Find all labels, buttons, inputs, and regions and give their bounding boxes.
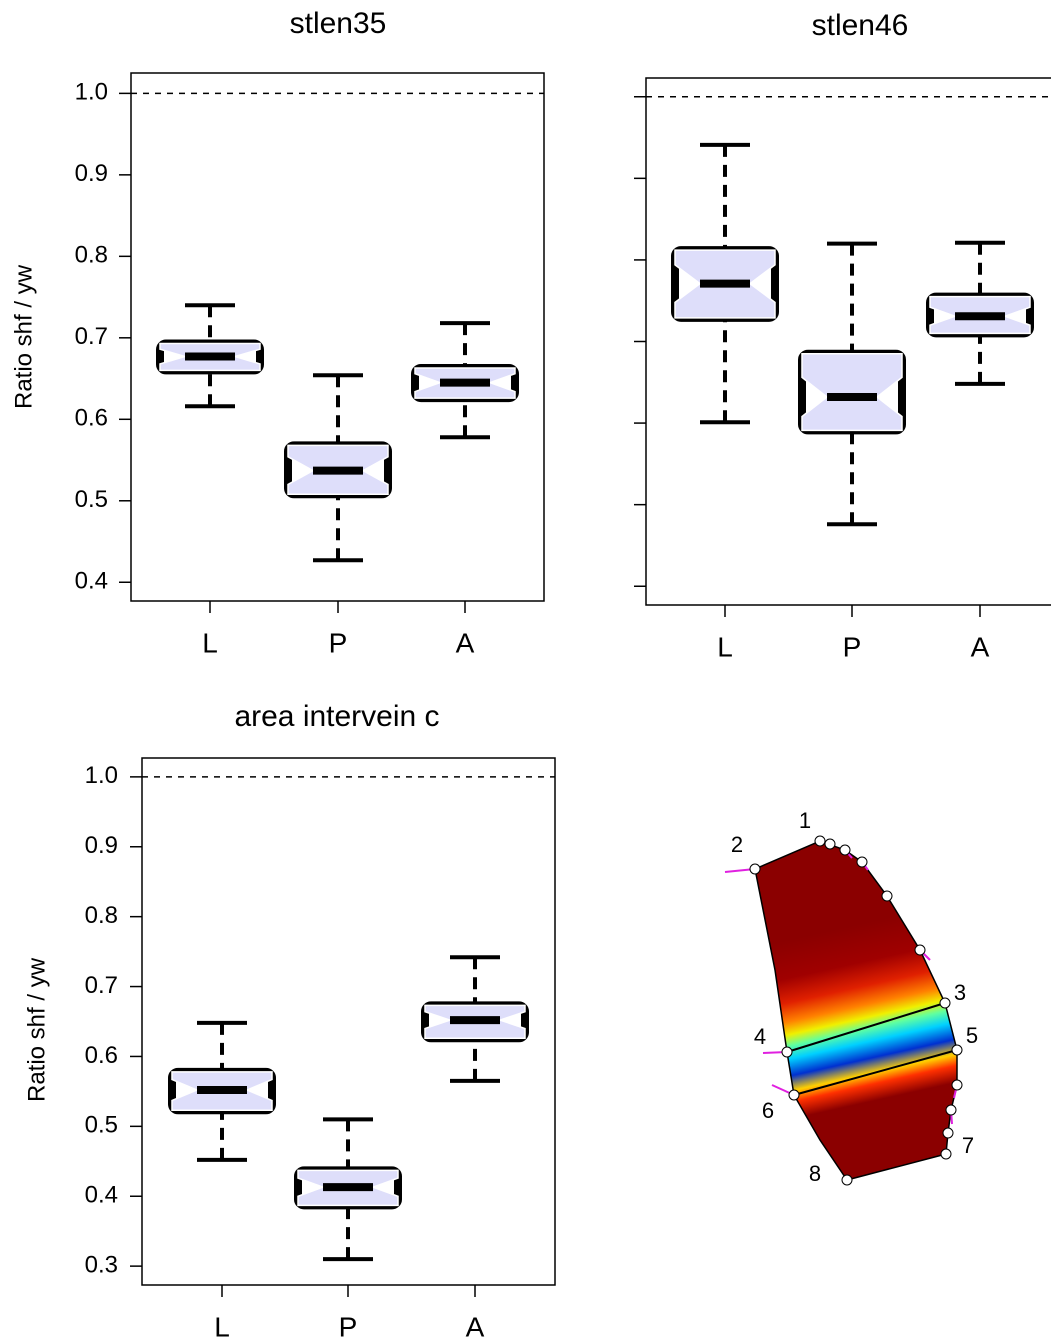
panel-title: stlen35 [290, 7, 387, 40]
landmark-label: 6 [762, 1098, 774, 1123]
y-tick-label: 0.5 [85, 1112, 118, 1139]
y-tick-label: 0.9 [85, 832, 118, 859]
x-tick-label: L [214, 1311, 230, 1341]
box-notch [801, 352, 903, 432]
y-tick-label: 1.0 [75, 79, 108, 106]
y-tick-label: 0.7 [75, 323, 108, 350]
band-line [793, 1049, 958, 1096]
shape-figure [724, 835, 963, 1186]
y-tick-label: 0.8 [75, 242, 108, 269]
y-tick-label: 0.4 [85, 1182, 118, 1209]
y-tick-label: 0.6 [85, 1042, 118, 1069]
x-tick-label: L [717, 631, 733, 662]
y-tick-label: 0.3 [85, 1251, 118, 1278]
y-tick-label: 0.6 [75, 405, 108, 432]
landmark-label: 8 [809, 1161, 821, 1186]
box-panel: stlen35 Ratio shf / yw 0.4 0.5 0.6 0.7 0.8 0.9 1… [10, 7, 545, 658]
y-axis-label: Ratio shf / yw [10, 264, 37, 409]
y-tick-label: 0.9 [75, 160, 108, 187]
landmark-label: 3 [954, 980, 966, 1005]
box-panel: area intervein c Ratio shf / yw 0.3 0.4 0.5 0… [23, 700, 556, 1341]
x-tick-label: P [843, 631, 862, 662]
x-tick-label: A [466, 1311, 485, 1341]
landmark-label: 5 [966, 1023, 978, 1048]
landmark-label: 1 [799, 808, 811, 833]
x-tick-label: A [456, 627, 475, 658]
y-tick-label: 0.4 [75, 568, 108, 595]
y-tick-label: 0.7 [85, 972, 118, 999]
x-tick-label: P [329, 627, 348, 658]
shape-heatmap [754, 840, 958, 1181]
y-tick-label: 0.8 [85, 902, 118, 929]
band-line [786, 1002, 946, 1053]
y-tick-label: 1.0 [85, 762, 118, 789]
landmark-label: 4 [754, 1024, 766, 1049]
landmark-label: 2 [731, 832, 743, 857]
box-panel: stlen46 L P A [634, 9, 1051, 662]
y-tick-label: 0.5 [75, 486, 108, 513]
x-tick-label: P [339, 1311, 358, 1341]
panel-title: stlen46 [812, 9, 909, 42]
y-axis-label: Ratio shf / yw [23, 957, 50, 1102]
landmark-label: 7 [962, 1133, 974, 1158]
plot-frame [130, 72, 545, 602]
landmarks [749, 835, 963, 1186]
panel-title: area intervein c [234, 700, 439, 733]
x-tick-label: L [202, 627, 218, 658]
x-tick-label: A [971, 631, 990, 662]
